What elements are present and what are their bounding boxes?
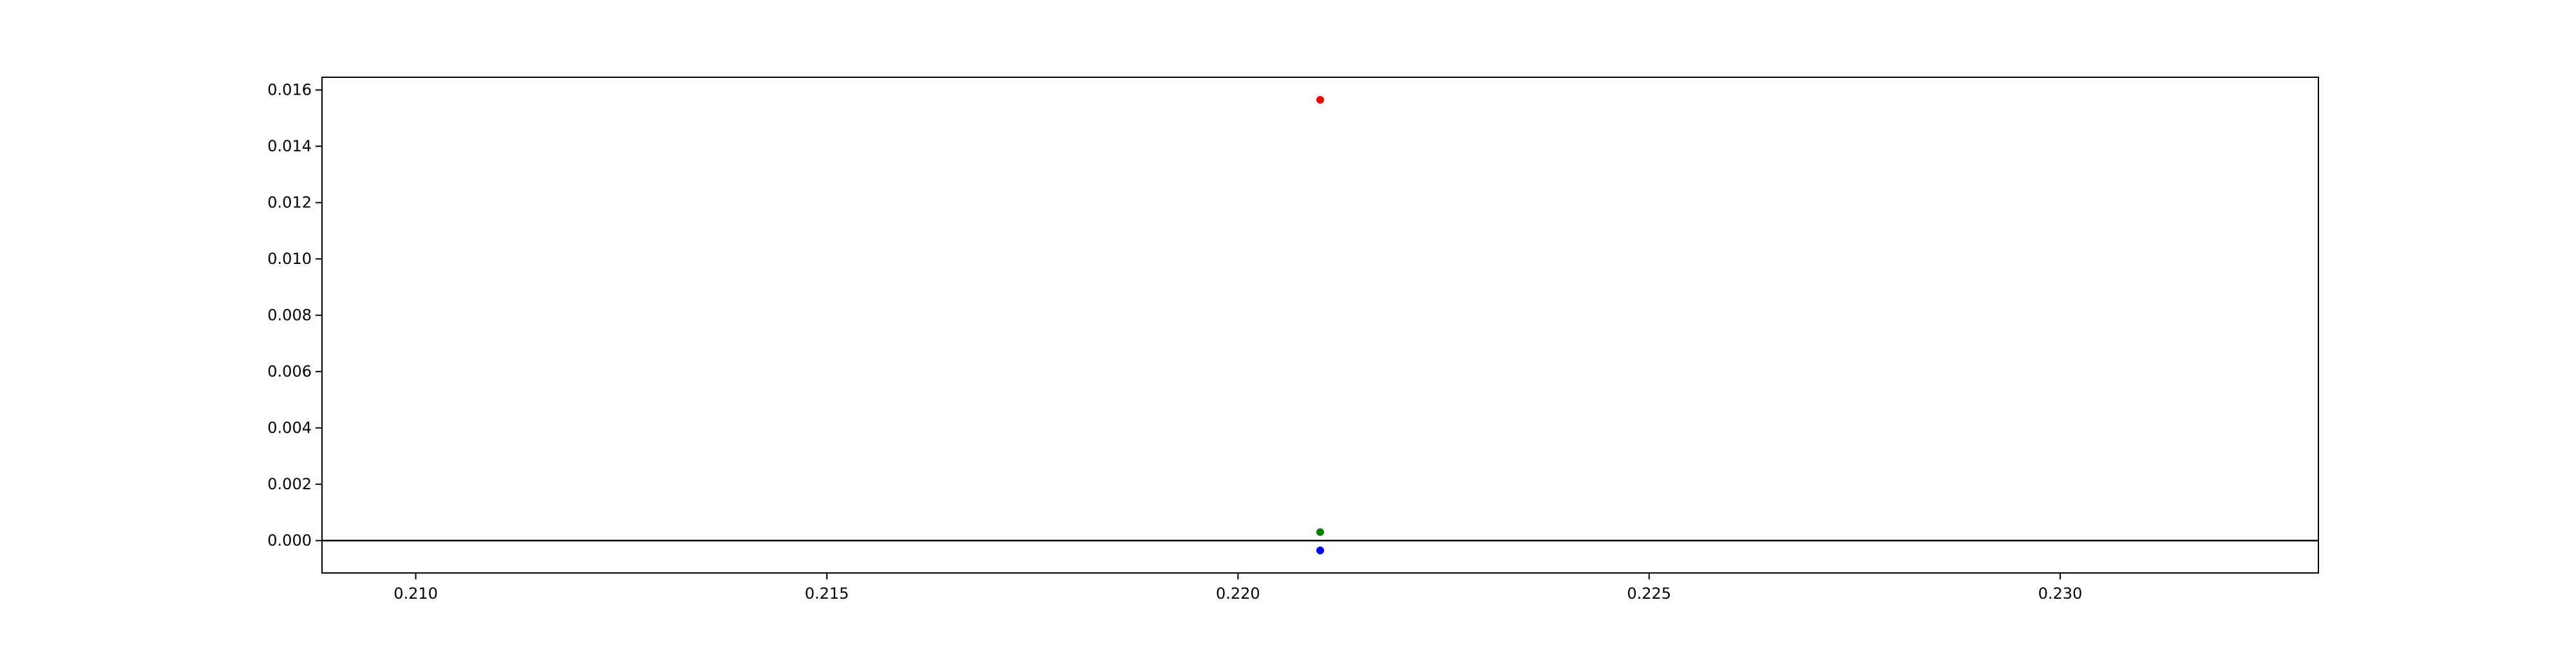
data-point-green bbox=[1316, 528, 1324, 536]
axes-frame bbox=[321, 77, 2319, 574]
y-tick-label: 0.012 bbox=[267, 194, 312, 212]
data-point-red bbox=[1316, 96, 1324, 104]
y-tick-label: 0.010 bbox=[267, 250, 312, 268]
x-tick-label: 0.230 bbox=[2038, 585, 2083, 603]
y-tick-label: 0.008 bbox=[267, 306, 312, 324]
data-point-blue bbox=[1316, 547, 1324, 554]
y-tick-label: 0.000 bbox=[267, 532, 312, 550]
x-tick-label: 0.210 bbox=[393, 585, 438, 603]
y-tick-label: 0.014 bbox=[267, 137, 312, 155]
x-tick-label: 0.220 bbox=[1216, 585, 1260, 603]
y-tick-label: 0.002 bbox=[267, 475, 312, 493]
x-tick-label: 0.225 bbox=[1627, 585, 1671, 603]
y-tick-label: 0.016 bbox=[267, 81, 312, 99]
plot-area: 0.210 0.215 0.220 0.225 0.230 0.000 0.002 0.004… bbox=[267, 77, 2319, 603]
y-tick-label: 0.004 bbox=[267, 419, 312, 437]
y-tick-label: 0.006 bbox=[267, 362, 312, 380]
x-tick-label: 0.215 bbox=[805, 585, 849, 603]
